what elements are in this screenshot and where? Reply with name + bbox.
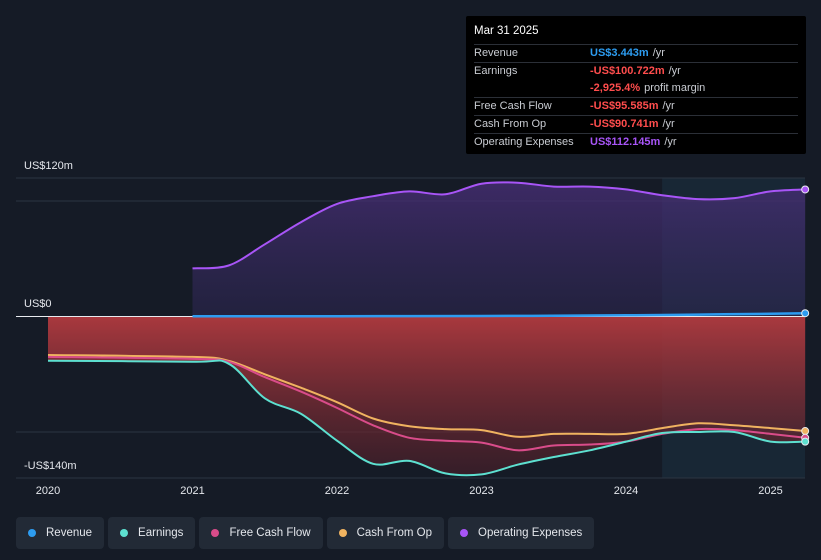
- opex-area: [192, 182, 806, 317]
- legend-dot-icon: [460, 529, 469, 537]
- x-tick-2021: 2021: [180, 485, 205, 497]
- tooltip-row-unit: /yr: [662, 100, 675, 112]
- tooltip-row: Free Cash Flow -US$95.585m/yr: [474, 97, 798, 115]
- tooltip-row-label: Cash From Op: [474, 118, 547, 130]
- legend-label: Operating Expenses: [478, 527, 583, 539]
- tooltip-row-value: -US$100.722m: [590, 65, 665, 77]
- tooltip-row-value: US$112.145m: [590, 136, 661, 148]
- tooltip-row: Earnings -US$100.722m/yr: [474, 62, 798, 80]
- legend-item-free-cash-flow[interactable]: Free Cash Flow: [199, 517, 323, 549]
- legend-label: Free Cash Flow: [229, 527, 311, 539]
- x-tick-2024: 2024: [613, 485, 639, 497]
- series-end-marker-earnings: [801, 437, 810, 446]
- tooltip-row-label: Free Cash Flow: [474, 100, 552, 112]
- legend: Revenue Earnings Free Cash Flow Cash From O…: [16, 517, 595, 549]
- tooltip-row-unit: /yr: [652, 47, 665, 59]
- series-line-cash-from-op: [47, 354, 806, 438]
- legend-label: Earnings: [138, 527, 184, 539]
- y-axis-label-bottom: -US$140m: [24, 460, 77, 472]
- legend-label: Cash From Op: [356, 527, 433, 539]
- legend-item-cash-from-op[interactable]: Cash From Op: [326, 517, 445, 549]
- series-line-free-cash-flow: [47, 355, 806, 452]
- negative-area: [48, 316, 806, 476]
- tooltip-row-unit: /yr: [664, 136, 677, 148]
- legend-item-earnings[interactable]: Earnings: [108, 517, 196, 549]
- series-line-revenue: [192, 311, 806, 318]
- tooltip-row: Operating Expenses US$112.145m/yr: [474, 133, 798, 151]
- legend-dot-icon: [120, 529, 129, 537]
- tooltip-row-label: Earnings: [474, 65, 518, 77]
- tooltip-date: Mar 31 2025: [474, 25, 539, 37]
- tooltip-row-label: Revenue: [474, 47, 519, 59]
- tooltip-row: Revenue US$3.443m/yr: [474, 44, 798, 62]
- x-tick-2023: 2023: [469, 485, 494, 497]
- series-line-earnings: [47, 359, 806, 477]
- series-line-operating-expenses: [192, 181, 806, 270]
- tooltip-row-unit: /yr: [668, 65, 681, 77]
- series-end-marker-cash-from-op: [801, 427, 810, 436]
- x-tick-2020: 2020: [35, 485, 61, 497]
- legend-item-revenue[interactable]: Revenue: [16, 517, 105, 549]
- tooltip-row: Cash From Op -US$90.741m/yr: [474, 115, 798, 133]
- legend-dot-icon: [338, 529, 347, 537]
- x-tick-2025: 2025: [758, 485, 783, 497]
- tooltip-row-value: -2,925.4%: [590, 82, 641, 94]
- legend-item-operating-expenses[interactable]: Operating Expenses: [448, 517, 595, 549]
- tooltip-row-value: -US$90.741m: [590, 118, 659, 130]
- series-end-marker-operating-expenses: [801, 185, 810, 194]
- data-tooltip: Mar 31 2025 Revenue US$3.443m/yr Earnings -…: [466, 16, 806, 154]
- legend-dot-icon: [211, 529, 220, 537]
- tooltip-row: -2,925.4% profit margin: [474, 80, 798, 97]
- legend-label: Revenue: [46, 527, 93, 539]
- tooltip-row-label: Operating Expenses: [474, 136, 574, 148]
- legend-dot-icon: [28, 529, 36, 537]
- y-axis-label-zero: US$0: [24, 298, 52, 310]
- tooltip-row-value: US$3.443m: [590, 47, 649, 59]
- series-end-marker-revenue: [801, 309, 810, 318]
- y-axis-label-top: US$120m: [24, 160, 73, 172]
- tooltip-row-unit: /yr: [662, 118, 675, 130]
- tooltip-row-value: -US$95.585m: [590, 100, 659, 112]
- x-tick-2022: 2022: [324, 485, 350, 497]
- tooltip-row-unit: profit margin: [644, 82, 706, 94]
